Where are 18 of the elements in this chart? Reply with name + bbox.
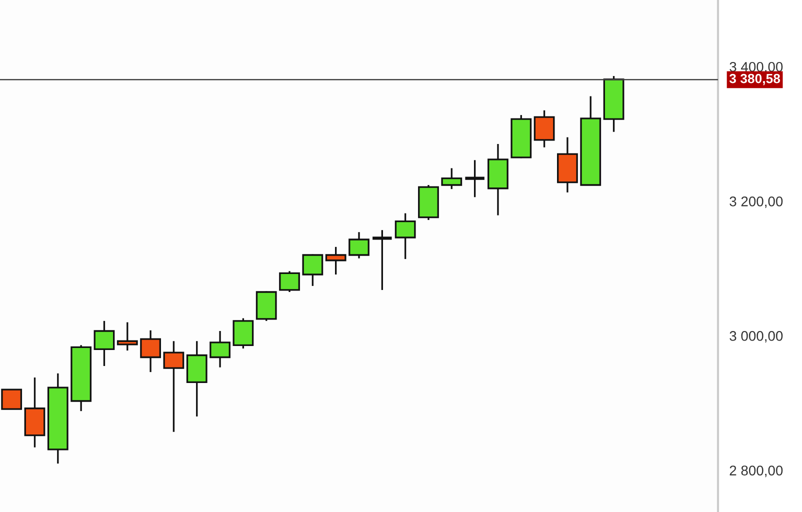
- candlestick: [534, 110, 555, 148]
- y-tick-label: 3 400,00: [730, 62, 783, 74]
- candlestick: [210, 330, 230, 368]
- y-tick-label: 2 800,00: [730, 466, 783, 478]
- candlestick: [348, 231, 370, 260]
- y-tick-label: 3 200,00: [730, 196, 783, 208]
- ref-line-label: 3 380,58: [729, 74, 780, 86]
- candlestick: [116, 321, 138, 352]
- candlestick: [325, 246, 346, 276]
- candlestick: [163, 340, 184, 433]
- candlestick: [1, 388, 22, 410]
- y-tick-label: 3 000,00: [730, 331, 783, 343]
- candlestick: [394, 212, 416, 260]
- candlestick: [94, 320, 115, 367]
- candlestick: [279, 270, 300, 293]
- candlestick: [140, 330, 161, 373]
- candlestick: [302, 253, 324, 287]
- candlestick: [441, 167, 462, 190]
